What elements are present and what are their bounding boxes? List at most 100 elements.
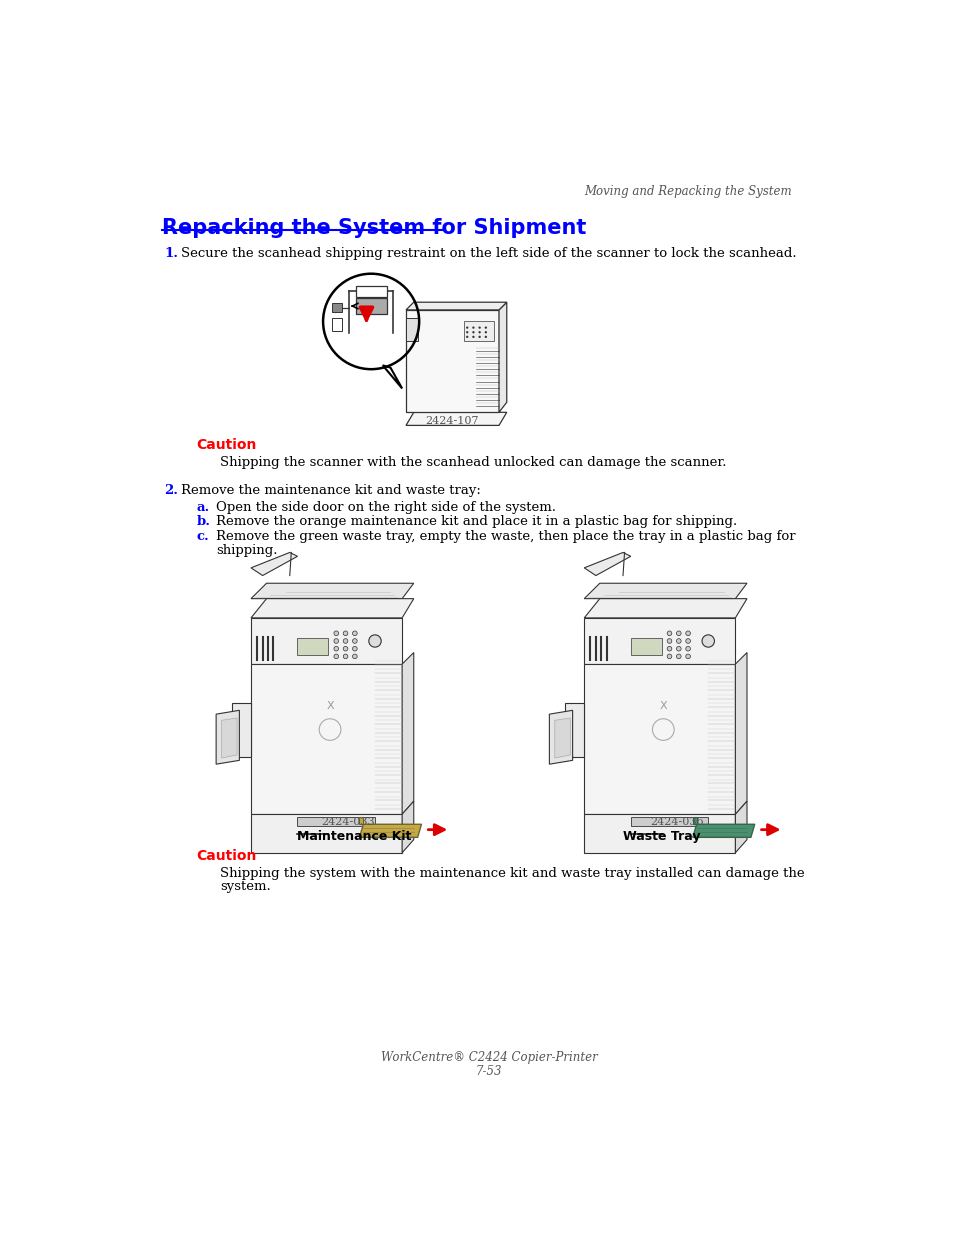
Polygon shape	[735, 652, 746, 814]
Circle shape	[472, 336, 474, 338]
Polygon shape	[251, 599, 414, 618]
Circle shape	[466, 336, 468, 338]
Polygon shape	[583, 583, 746, 599]
Circle shape	[334, 655, 338, 658]
Bar	[406, 317, 417, 341]
Text: Shipping the scanner with the scanhead unlocked can damage the scanner.: Shipping the scanner with the scanhead u…	[220, 456, 726, 469]
Circle shape	[466, 326, 468, 329]
Circle shape	[666, 646, 671, 651]
Text: system.: system.	[220, 881, 271, 893]
Text: WorkCentre® C2424 Copier-Printer: WorkCentre® C2424 Copier-Printer	[380, 1051, 597, 1065]
Polygon shape	[232, 703, 251, 757]
Text: 1.: 1.	[164, 247, 178, 259]
Circle shape	[701, 635, 714, 647]
Circle shape	[353, 631, 356, 636]
Text: Repacking the System for Shipment: Repacking the System for Shipment	[162, 217, 586, 237]
Polygon shape	[251, 583, 414, 599]
Circle shape	[685, 646, 690, 651]
Circle shape	[472, 326, 474, 329]
Text: b.: b.	[196, 515, 211, 529]
Circle shape	[676, 646, 680, 651]
Text: X: X	[326, 701, 334, 711]
Text: Caution: Caution	[196, 848, 257, 863]
Circle shape	[478, 331, 480, 333]
Text: Caution: Caution	[196, 438, 257, 452]
Polygon shape	[406, 303, 506, 310]
Circle shape	[478, 336, 480, 338]
Circle shape	[685, 631, 690, 636]
Circle shape	[343, 638, 348, 643]
Bar	[332, 319, 341, 331]
Circle shape	[334, 646, 338, 651]
Circle shape	[353, 646, 356, 651]
Polygon shape	[251, 552, 297, 576]
Polygon shape	[406, 310, 498, 412]
Polygon shape	[555, 718, 570, 758]
Circle shape	[343, 646, 348, 651]
Polygon shape	[583, 814, 735, 852]
Polygon shape	[402, 802, 414, 852]
Circle shape	[484, 336, 486, 338]
Circle shape	[666, 631, 671, 636]
Polygon shape	[583, 599, 746, 618]
Polygon shape	[583, 552, 630, 576]
Text: shipping.: shipping.	[216, 543, 277, 557]
Polygon shape	[549, 710, 572, 764]
Circle shape	[353, 638, 356, 643]
Text: Open the side door on the right side of the system.: Open the side door on the right side of …	[216, 501, 556, 514]
Polygon shape	[692, 824, 754, 837]
Circle shape	[343, 655, 348, 658]
Text: Moving and Repacking the System: Moving and Repacking the System	[583, 185, 791, 198]
Circle shape	[343, 631, 348, 636]
Circle shape	[666, 655, 671, 658]
Circle shape	[466, 331, 468, 333]
Text: 2424-107: 2424-107	[425, 416, 478, 426]
Polygon shape	[583, 664, 735, 814]
Polygon shape	[498, 303, 506, 412]
Circle shape	[676, 638, 680, 643]
Polygon shape	[216, 710, 239, 764]
Circle shape	[676, 631, 680, 636]
Text: 2424-036: 2424-036	[650, 816, 703, 826]
Text: 2424-033: 2424-033	[321, 816, 375, 826]
Bar	[355, 299, 386, 314]
Polygon shape	[359, 816, 363, 824]
Bar	[297, 816, 375, 826]
Text: Waste Tray: Waste Tray	[622, 830, 700, 842]
Circle shape	[369, 635, 381, 647]
Circle shape	[484, 326, 486, 329]
Text: 7-53: 7-53	[476, 1066, 501, 1078]
Bar	[332, 303, 341, 312]
Circle shape	[334, 631, 338, 636]
Circle shape	[685, 638, 690, 643]
Circle shape	[334, 638, 338, 643]
Text: 2.: 2.	[164, 484, 178, 496]
Text: a.: a.	[196, 501, 210, 514]
Circle shape	[666, 638, 671, 643]
Bar	[630, 638, 661, 655]
Polygon shape	[251, 618, 402, 664]
Circle shape	[484, 331, 486, 333]
Polygon shape	[406, 412, 506, 425]
Text: Remove the green waste tray, empty the waste, then place the tray in a plastic b: Remove the green waste tray, empty the w…	[216, 530, 795, 543]
Text: Remove the maintenance kit and waste tray:: Remove the maintenance kit and waste tra…	[181, 484, 480, 496]
Text: X: X	[659, 701, 666, 711]
Polygon shape	[382, 366, 402, 389]
Circle shape	[353, 655, 356, 658]
Polygon shape	[251, 814, 402, 852]
Polygon shape	[583, 618, 735, 664]
Text: Remove the orange maintenance kit and place it in a plastic bag for shipping.: Remove the orange maintenance kit and pl…	[216, 515, 737, 529]
Polygon shape	[692, 816, 696, 824]
Circle shape	[676, 655, 680, 658]
Circle shape	[472, 331, 474, 333]
Bar	[297, 638, 328, 655]
Polygon shape	[251, 664, 402, 814]
Circle shape	[478, 326, 480, 329]
Polygon shape	[221, 718, 236, 758]
Polygon shape	[402, 652, 414, 814]
Polygon shape	[359, 824, 421, 837]
Polygon shape	[564, 703, 583, 757]
Text: c.: c.	[196, 530, 210, 543]
Circle shape	[685, 655, 690, 658]
Text: Secure the scanhead shipping restraint on the left side of the scanner to lock t: Secure the scanhead shipping restraint o…	[181, 247, 796, 259]
